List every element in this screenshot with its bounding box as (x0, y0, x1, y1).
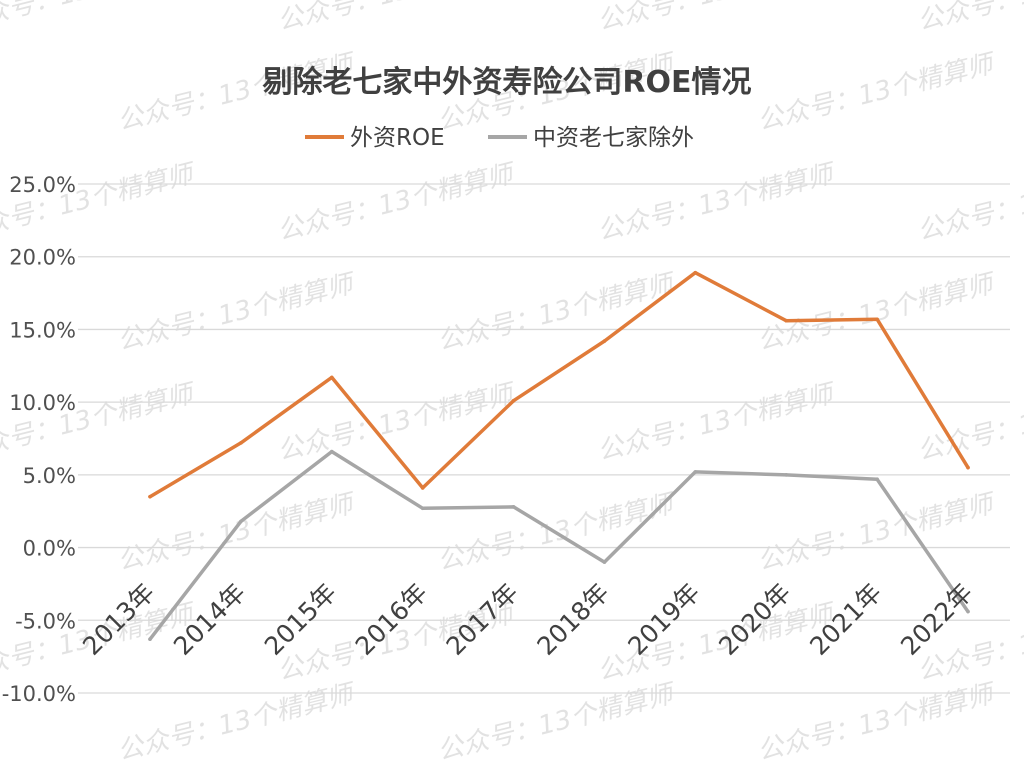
watermark-text: 公众号：13个精算师 (754, 268, 999, 356)
watermark-text: 公众号：13个精算师 (114, 268, 359, 356)
data-point (693, 270, 698, 275)
watermark-text: 公众号：13个精算师 (914, 158, 1024, 246)
data-point (148, 494, 152, 499)
data-point (420, 506, 425, 511)
y-tick-label: 10.0% (9, 391, 76, 415)
data-point (420, 486, 425, 490)
y-axis: 25.0% 20.0% 15.0% 10.0% 5.0% 0.0% -5.0% -10.0% (2, 173, 76, 706)
data-point (602, 560, 607, 564)
data-point (693, 470, 698, 474)
y-tick-label: -5.0% (15, 609, 76, 633)
legend-label: 外资ROE (350, 125, 445, 151)
data-point (875, 477, 879, 482)
watermark-text: 公众号：13个精算师 (914, 0, 1024, 37)
x-tick-label: 2018年 (532, 578, 615, 661)
watermark-text: 公众号：13个精算师 (114, 678, 359, 766)
watermark-text: 公众号：13个精算师 (114, 488, 359, 576)
watermark-text: 公众号：13个精算师 (594, 0, 839, 37)
y-tick-label: 5.0% (23, 464, 76, 488)
series-line-1 (148, 270, 970, 499)
watermark-text: 公众号：13个精算师 (434, 678, 679, 766)
series-line-2 (148, 449, 970, 641)
watermark-text: 公众号：13个精算师 (594, 158, 839, 246)
y-tick-label: 25.0% (9, 173, 76, 197)
y-tick-label: 20.0% (9, 246, 76, 270)
watermark-text: 公众号：13个精算师 (754, 488, 999, 576)
data-point (148, 637, 152, 641)
data-point (329, 449, 334, 454)
watermark-text: 公众号：13个精算师 (914, 378, 1024, 466)
watermark-text: 公众号：13个精算师 (594, 378, 839, 466)
chart-title: 剔除老七家中外资寿险公司ROE情况 (262, 65, 751, 100)
data-point (875, 317, 879, 322)
data-point (511, 505, 516, 509)
watermark-text: 公众号：13个精算师 (754, 678, 999, 766)
gridlines (78, 183, 1010, 694)
watermark-text: 公众号：13个精算师 (754, 48, 999, 136)
data-point (784, 318, 789, 323)
y-tick-label: -10.0% (2, 682, 76, 706)
legend-label: 中资老七家除外 (533, 125, 694, 151)
data-point (966, 609, 970, 614)
series-layer (148, 270, 970, 641)
x-axis: 2013年 2014年 2015年 2016年 2017年 2018年 2019年 2020年… (77, 578, 978, 661)
y-tick-label: 0.0% (23, 537, 76, 561)
data-point (784, 473, 789, 477)
data-point (511, 398, 516, 403)
data-point (329, 375, 334, 380)
data-point (239, 441, 243, 445)
y-tick-label: 15.0% (9, 318, 76, 342)
data-point (966, 465, 970, 470)
watermark-text: 公众号：13个精算师 (274, 0, 519, 37)
legend: 外资ROE 中资老七家除外 (305, 125, 694, 151)
watermark-text: 公众号：13个精算师 (274, 158, 519, 246)
watermark-text: 公众号：13个精算师 (0, 158, 199, 246)
data-point (239, 519, 243, 524)
watermark-text: 公众号：13个精算师 (0, 0, 199, 37)
data-point (602, 339, 607, 343)
